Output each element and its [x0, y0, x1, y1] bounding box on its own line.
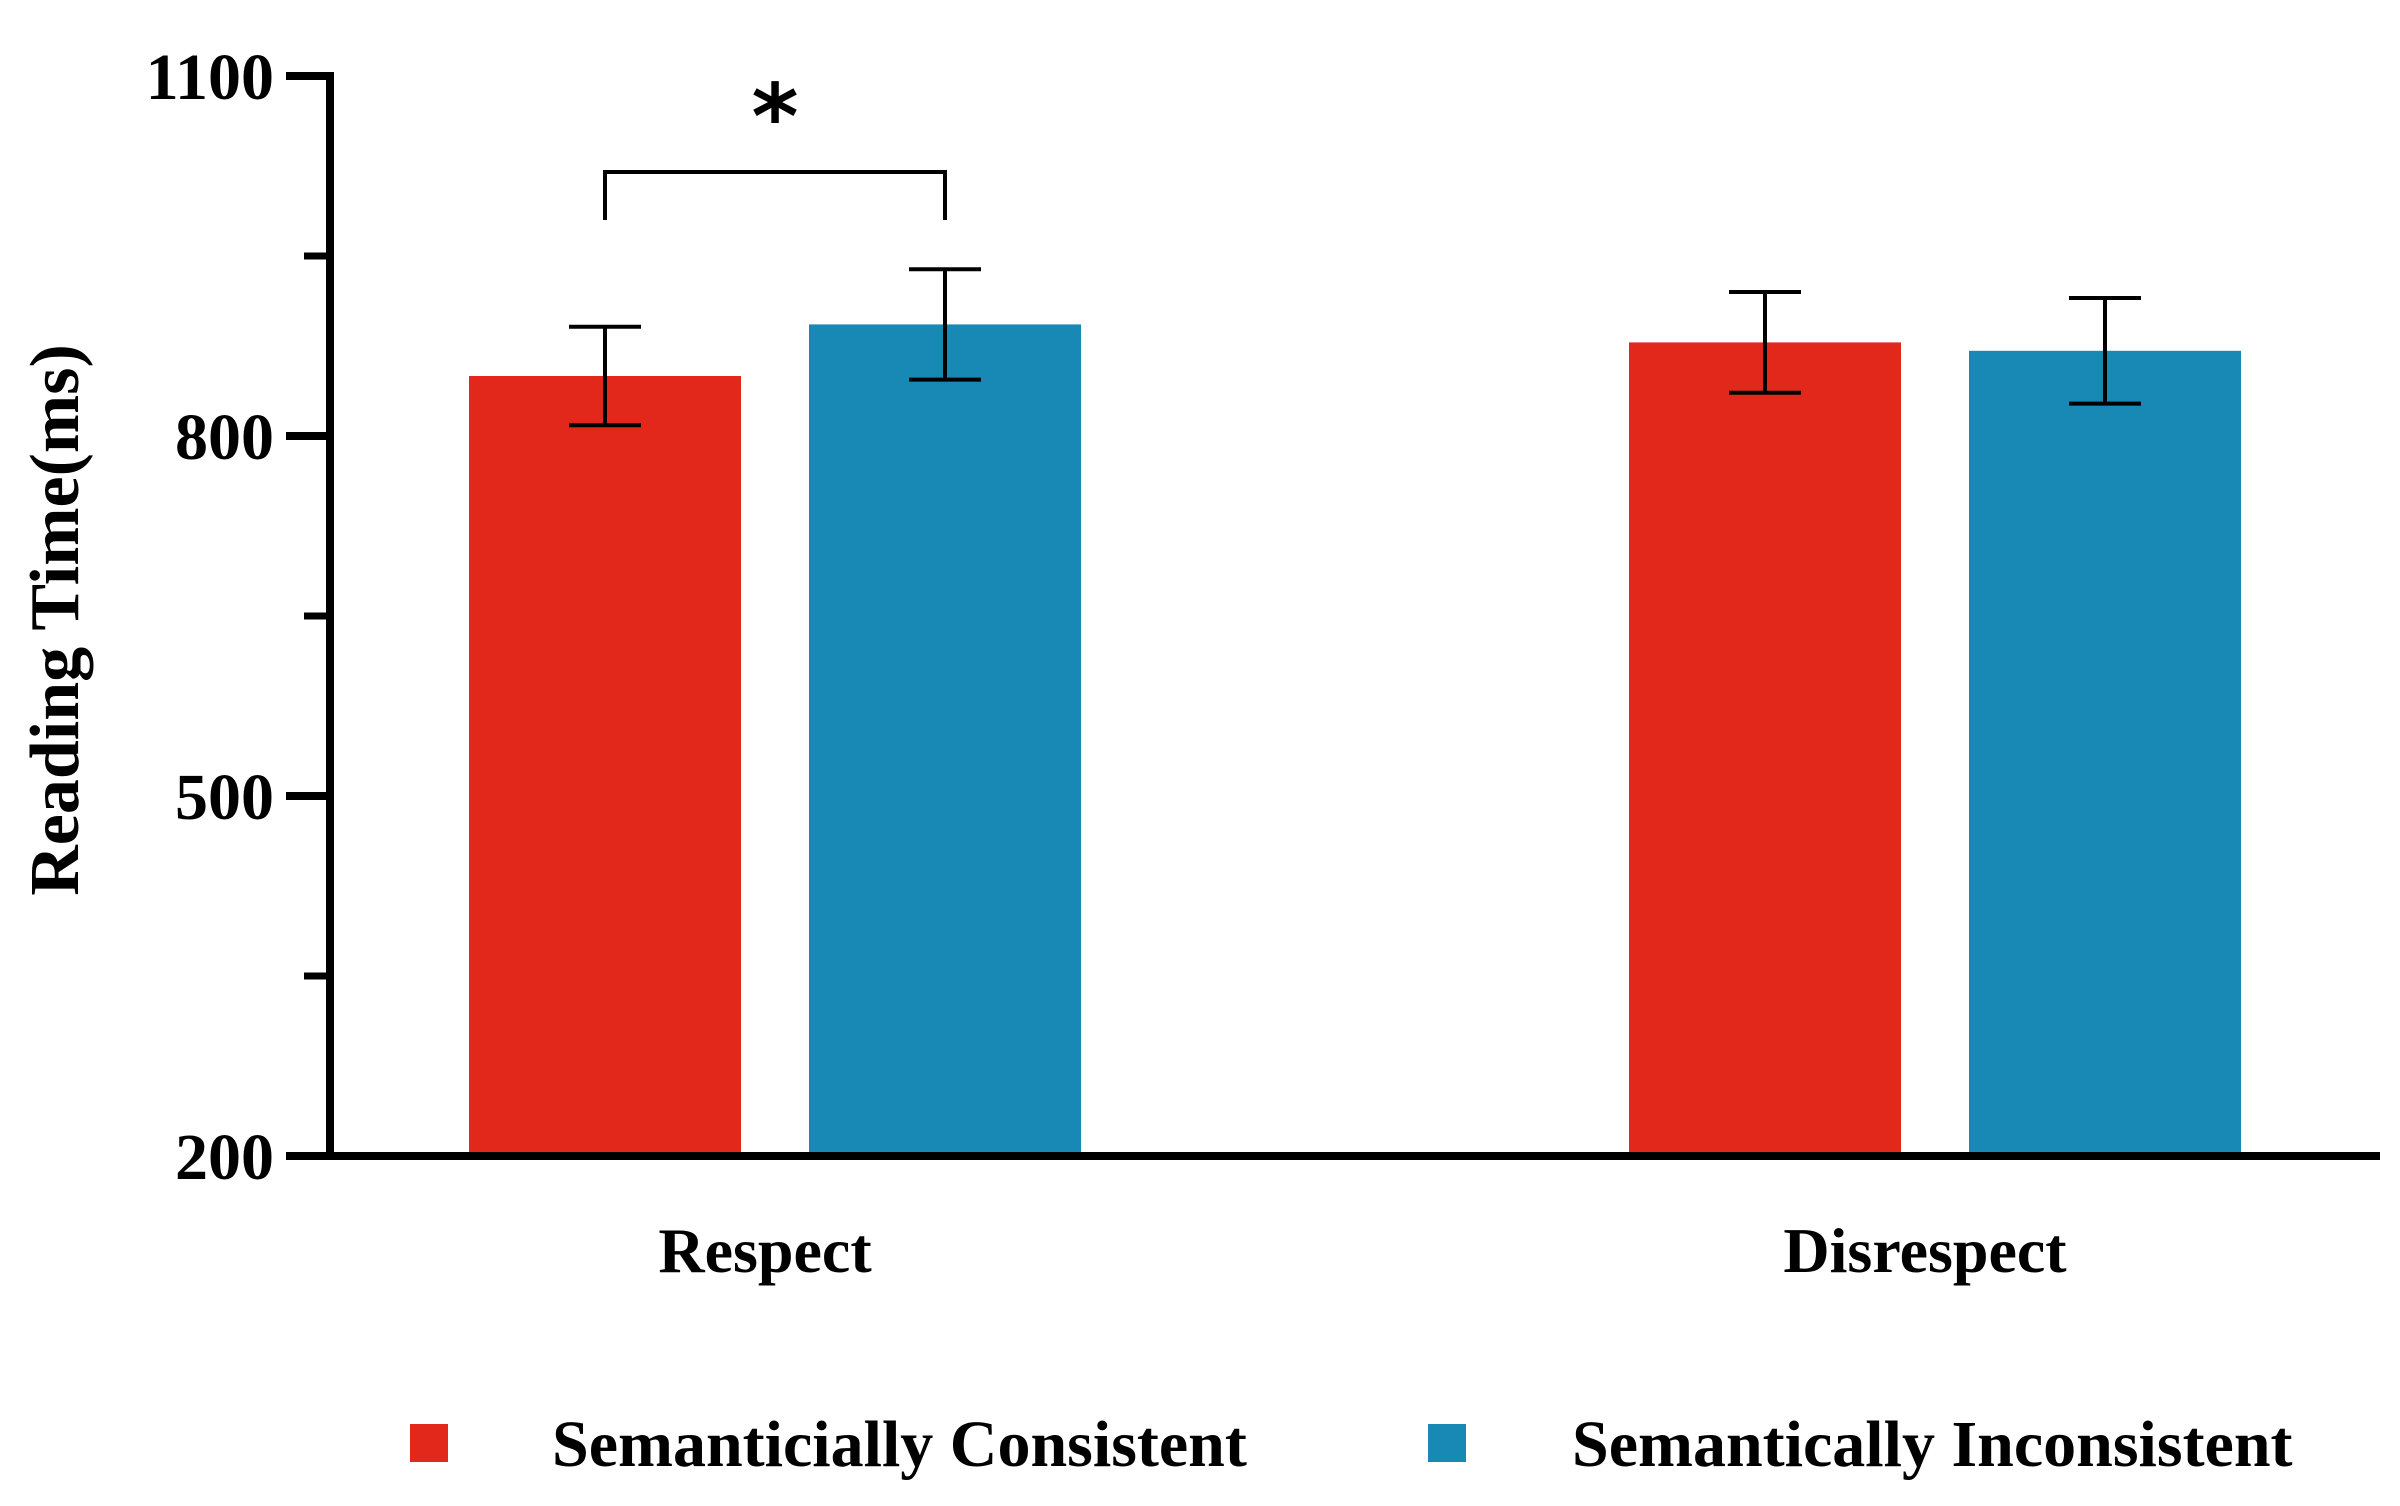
significance-star: *	[751, 65, 798, 170]
legend-swatch-consistent	[410, 1424, 448, 1462]
y-tick-label: 200	[175, 1121, 274, 1194]
y-tick-label: 1100	[146, 41, 274, 114]
x-category-label: Disrespect	[1783, 1215, 2067, 1286]
legend-swatch-inconsistent	[1428, 1424, 1466, 1462]
significance-bracket	[603, 170, 947, 220]
bar	[1629, 342, 1901, 1156]
legend-label-inconsistent: Semantically Inconsistent	[1572, 1408, 2293, 1481]
bar	[1969, 350, 2241, 1156]
y-tick-label: 800	[175, 401, 274, 474]
x-category-label: Respect	[658, 1215, 872, 1286]
bar	[469, 376, 741, 1156]
y-axis-title: Reading Time(ms)	[17, 344, 94, 896]
y-tick-label: 500	[175, 761, 274, 834]
legend-label-consistent: Semanticially Consistent	[552, 1408, 1247, 1481]
bar	[809, 324, 1081, 1156]
legend: Semanticially Consistent Semantically In…	[410, 1408, 2293, 1481]
